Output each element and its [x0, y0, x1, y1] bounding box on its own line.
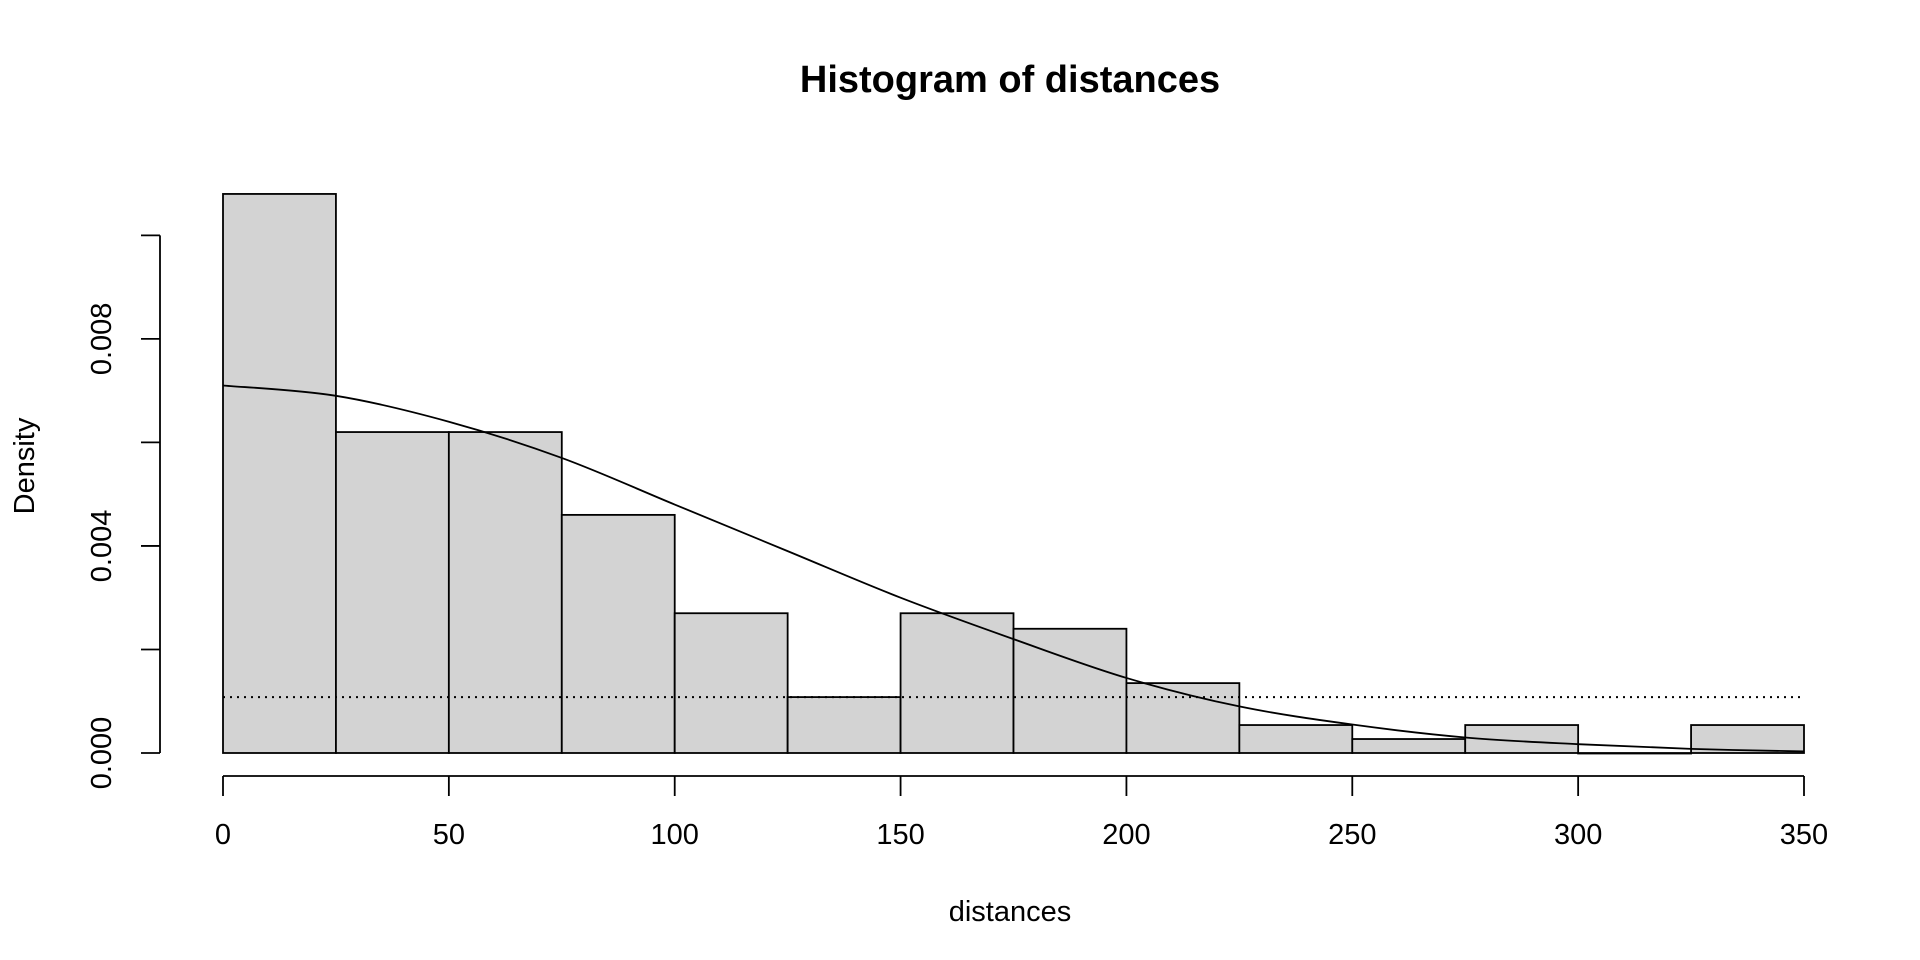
- x-tick-label-2: 100: [651, 819, 699, 851]
- curve-layer: [222, 384, 1805, 753]
- y-axis-title: Density: [9, 417, 41, 514]
- histogram-bar-8: [1125, 682, 1241, 754]
- density-curve: [222, 384, 1805, 753]
- x-tick-label-4: 200: [1102, 819, 1150, 851]
- x-axis: 0 50 100 150 200 250 300 350: [215, 775, 1828, 851]
- histogram-bar-13: [1690, 724, 1805, 754]
- y-tick-label-4: 0.008: [86, 303, 118, 376]
- y-tick-label-0: 0.000: [86, 717, 118, 790]
- histogram-bar-3: [560, 513, 676, 754]
- chart-title: Histogram of distances: [800, 59, 1220, 101]
- bars-layer: [222, 193, 1805, 755]
- x-tick-label-7: 350: [1780, 819, 1828, 851]
- x-tick-label-5: 250: [1328, 819, 1376, 851]
- histogram-bar-5: [786, 696, 902, 754]
- x-axis-title: distances: [949, 896, 1072, 928]
- histogram-bar-6: [899, 612, 1015, 754]
- histogram-bar-7: [1012, 627, 1128, 754]
- histogram-bar-1: [335, 431, 450, 754]
- x-tick-label-0: 0: [215, 819, 231, 851]
- histogram-bar-10: [1351, 738, 1467, 754]
- histogram-bar-12: [1577, 752, 1692, 755]
- histogram-bar-2: [447, 431, 563, 754]
- histogram-bar-0: [222, 193, 337, 754]
- histogram-bar-4: [673, 612, 789, 754]
- x-tick-label-6: 300: [1554, 819, 1602, 851]
- histogram-bar-9: [1238, 724, 1354, 754]
- y-tick-label-2: 0.004: [86, 510, 118, 583]
- x-tick-label-1: 50: [433, 819, 465, 851]
- x-tick-label-3: 150: [876, 819, 924, 851]
- y-axis: 0.000 0.004 0.008: [86, 234, 161, 790]
